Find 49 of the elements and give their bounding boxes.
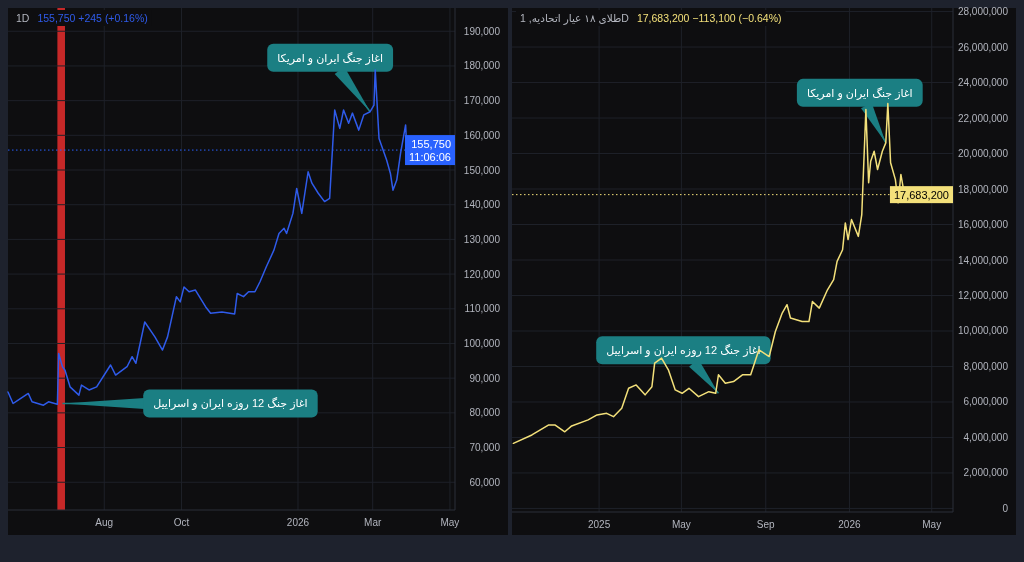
- y-tick-label: 16,000,000: [957, 219, 1009, 231]
- y-tick-label: 4,000,000: [963, 431, 1009, 443]
- x-tick-label: 2026: [838, 519, 861, 530]
- y-tick-label: 22,000,000: [957, 112, 1009, 124]
- x-tick-label: 2025: [587, 519, 611, 530]
- ref-line-label: 17,683,200: [893, 188, 949, 201]
- x-tick-label: 2026: [286, 517, 310, 528]
- chart-title: طلای ۱۸ عیار اتحادیه, 1D: [520, 12, 630, 25]
- x-tick-label: May: [440, 517, 460, 528]
- x-tick-label: Aug: [95, 517, 114, 528]
- annotation: اغاز جنگ ایران و امریکا: [806, 86, 913, 100]
- chart-subtitle: 155,750 +245 (+0.16%): [37, 12, 148, 24]
- y-tick-label: 80,000: [469, 407, 501, 419]
- y-tick-label: 14,000,000: [957, 254, 1009, 266]
- y-tick-label: 170,000: [463, 95, 501, 107]
- x-tick-label: May: [671, 519, 691, 530]
- y-tick-label: 120,000: [463, 268, 501, 280]
- y-tick-label: 10,000,000: [957, 325, 1009, 337]
- y-tick-label: 20,000,000: [957, 148, 1009, 160]
- y-tick-label: 2,000,000: [963, 467, 1009, 479]
- y-tick-label: 150,000: [463, 164, 501, 176]
- y-tick-label: 6,000,000: [963, 396, 1009, 408]
- annotation: 11:06:06: [408, 150, 451, 163]
- y-tick-label: 0: [1002, 502, 1009, 514]
- y-tick-label: 160,000: [463, 129, 501, 141]
- chart-title: 1D: [16, 12, 30, 24]
- annotation: اغاز جنگ ایران و امریکا: [277, 51, 384, 65]
- y-tick-label: 8,000,000: [963, 360, 1009, 372]
- y-tick-label: 100,000: [463, 337, 501, 349]
- x-tick-label: Mar: [364, 517, 382, 528]
- y-tick-label: 140,000: [463, 199, 501, 211]
- chart-subtitle: 17,683,200 −113,100 (−0.64%): [636, 12, 782, 24]
- y-tick-label: 130,000: [463, 233, 501, 245]
- y-tick-label: 12,000,000: [957, 289, 1009, 301]
- y-tick-label: 180,000: [463, 60, 501, 72]
- y-tick-label: 110,000: [464, 303, 501, 315]
- y-tick-label: 26,000,000: [957, 41, 1009, 53]
- ref-line-label: 155,750: [411, 137, 451, 150]
- annotation: اغاز جنگ 12 روزه ایران و اسراییل: [153, 397, 308, 411]
- y-tick-label: 190,000: [463, 25, 501, 37]
- x-tick-label: Sep: [756, 519, 776, 530]
- y-tick-label: 70,000: [469, 442, 501, 454]
- x-tick-label: Oct: [173, 517, 190, 528]
- y-tick-label: 28,000,000: [957, 6, 1009, 18]
- y-tick-label: 60,000: [469, 476, 501, 488]
- y-tick-label: 18,000,000: [957, 183, 1009, 195]
- y-tick-label: 90,000: [469, 372, 501, 384]
- y-tick-label: 24,000,000: [957, 77, 1009, 89]
- x-tick-label: May: [922, 519, 942, 530]
